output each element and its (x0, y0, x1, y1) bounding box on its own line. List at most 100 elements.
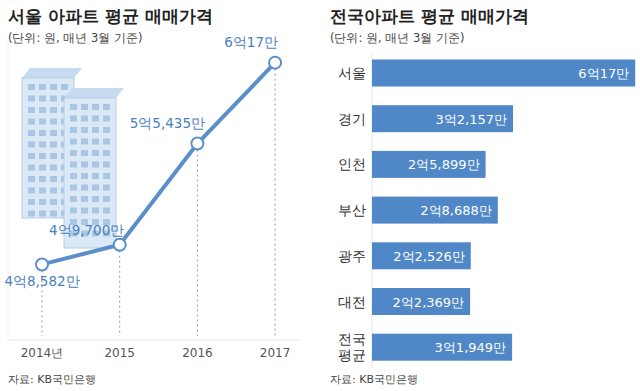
building-window (92, 196, 99, 202)
bar (372, 334, 512, 361)
building-window (70, 162, 77, 168)
building-window (50, 142, 57, 148)
y-tick-label: 인천 (338, 156, 366, 172)
bar (372, 242, 471, 269)
building-window (39, 119, 46, 125)
building-window (70, 196, 77, 202)
building-icons (22, 68, 124, 248)
building-window (28, 96, 35, 102)
point-marker (191, 138, 203, 150)
building-window (50, 84, 57, 90)
source-note: 자료: KB국민은행 (8, 373, 96, 386)
grid-line (197, 150, 198, 337)
point-marker (114, 239, 126, 251)
building-window (103, 139, 110, 145)
building-window (103, 162, 110, 168)
building-window (28, 107, 35, 113)
data-label: 2억8,688만 (420, 203, 492, 218)
bar (372, 288, 470, 315)
building-window (70, 139, 77, 145)
data-label: 4억9,700만 (49, 222, 124, 238)
building-window (50, 176, 57, 182)
point-marker (36, 258, 48, 270)
building-window (103, 104, 110, 110)
building-window (92, 116, 99, 122)
building-window (39, 107, 46, 113)
data-label: 2억5,899만 (408, 157, 480, 172)
building-window (50, 107, 57, 113)
bar (372, 197, 498, 224)
building-window (103, 116, 110, 122)
data-label: 2억2,526만 (393, 249, 465, 264)
building-window (61, 84, 68, 90)
bar (372, 60, 635, 87)
building-window (28, 188, 35, 194)
building-window (81, 116, 88, 122)
building-window (28, 153, 35, 159)
building-window (103, 196, 110, 202)
building-window (39, 130, 46, 136)
building-window (39, 84, 46, 90)
building-roof (64, 88, 124, 98)
bar (372, 151, 486, 178)
plot-area (372, 60, 635, 361)
grid-line (119, 251, 120, 336)
building-window (81, 208, 88, 214)
data-label: 6억17만 (224, 34, 278, 50)
label-line: 평균 (338, 347, 366, 363)
x-tick-label: 2017 (260, 346, 291, 360)
building-window (70, 208, 77, 214)
building-window (28, 211, 35, 217)
label-line: 인천 (338, 156, 366, 172)
building-window (81, 104, 88, 110)
building-window (28, 119, 35, 125)
building-window (28, 84, 35, 90)
building-window (28, 165, 35, 171)
building-window (92, 162, 99, 168)
building-roof (22, 68, 82, 78)
x-tick-label: 2015 (104, 346, 135, 360)
building-window (92, 208, 99, 214)
chart-title: 전국아파트 평균 매매가격 (330, 6, 529, 26)
chart-subtitle: (단위: 원, 매년 3월 기준) (8, 31, 142, 45)
building-window (50, 130, 57, 136)
building-window (39, 211, 46, 217)
building-window (81, 196, 88, 202)
x-tick-label: 2016 (182, 346, 213, 360)
data-label: 3억2,157만 (436, 112, 508, 127)
axis-line (8, 40, 9, 340)
building-window (28, 176, 35, 182)
building-window (70, 185, 77, 191)
y-tick-label: 대전 (338, 294, 366, 310)
building-window (39, 165, 46, 171)
building-window (70, 104, 77, 110)
label-line: 서울 (338, 65, 366, 81)
building-window (50, 165, 57, 171)
x-tick-label: 2014년 (21, 346, 64, 360)
data-label: 5억5,435만 (130, 115, 205, 131)
building-window (81, 127, 88, 133)
building-window (92, 104, 99, 110)
price-line (42, 63, 275, 265)
building-window (39, 142, 46, 148)
building-window (28, 130, 35, 136)
building-window (39, 153, 46, 159)
building-window (92, 173, 99, 179)
data-label: 4억8,582만 (4, 273, 79, 289)
building-window (70, 150, 77, 156)
building-window (70, 116, 77, 122)
building-window (50, 153, 57, 159)
label-line: 전국 (338, 331, 366, 347)
data-label: 6억17만 (578, 66, 629, 81)
data-label: 2억2,369만 (393, 295, 465, 310)
label-line: 부산 (338, 202, 366, 218)
grid-line (275, 69, 276, 336)
building-window (81, 185, 88, 191)
building-window (92, 185, 99, 191)
bar (372, 105, 513, 132)
building-window (81, 150, 88, 156)
y-tick-label: 서울 (338, 65, 366, 81)
chart-title: 서울 아파트 평균 매매가격 (8, 6, 213, 26)
building-window (70, 127, 77, 133)
building-window (50, 96, 57, 102)
